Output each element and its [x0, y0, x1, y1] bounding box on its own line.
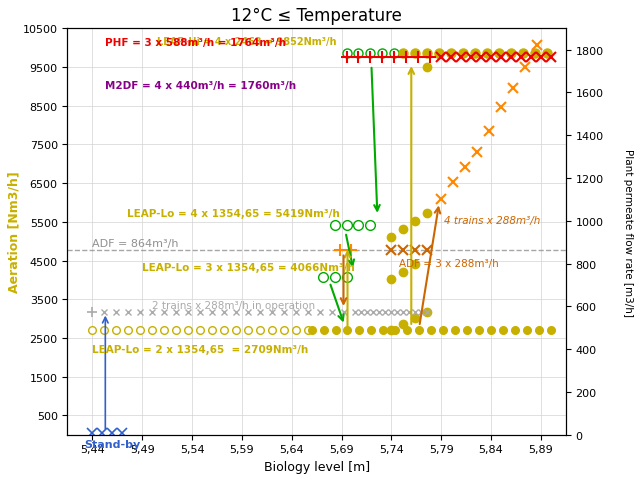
Text: LEAP-Lo = 4 x 1354,65 = 5419Nm³/h: LEAP-Lo = 4 x 1354,65 = 5419Nm³/h — [127, 209, 340, 218]
Text: LEAP-Lo = 3 x 1354,65 = 4066Nm³/h: LEAP-Lo = 3 x 1354,65 = 4066Nm³/h — [142, 262, 355, 272]
X-axis label: Biology level [m]: Biology level [m] — [264, 460, 370, 473]
Title: 12°C ≤ Temperature: 12°C ≤ Temperature — [231, 7, 402, 25]
Text: PHF = 3 x 588m³/h = 1764m³/h: PHF = 3 x 588m³/h = 1764m³/h — [106, 38, 286, 48]
Text: Stand-by: Stand-by — [84, 439, 141, 449]
Text: 4 trains x 288m³/h: 4 trains x 288m³/h — [444, 215, 541, 225]
Text: ADF = 3 x 288m³/h: ADF = 3 x 288m³/h — [399, 259, 499, 269]
Text: 2 trains x 288m³/h in operation: 2 trains x 288m³/h in operation — [152, 300, 316, 310]
Text: M2DF = 4 x 440m³/h = 1760m³/h: M2DF = 4 x 440m³/h = 1760m³/h — [106, 81, 296, 91]
Text: ADF = 864m³/h: ADF = 864m³/h — [92, 239, 179, 249]
Y-axis label: Aeration [Nm3/h]: Aeration [Nm3/h] — [7, 171, 20, 293]
Text: LEAP-Lo = 2 x 1354,65  = 2709Nm³/h: LEAP-Lo = 2 x 1354,65 = 2709Nm³/h — [92, 344, 308, 354]
Y-axis label: Plant permeate flow rate [m3/h]: Plant permeate flow rate [m3/h] — [623, 148, 633, 316]
Text: LEAP-Hi = 4 x 2463 = 9852Nm³/h: LEAP-Hi = 4 x 2463 = 9852Nm³/h — [157, 37, 337, 48]
